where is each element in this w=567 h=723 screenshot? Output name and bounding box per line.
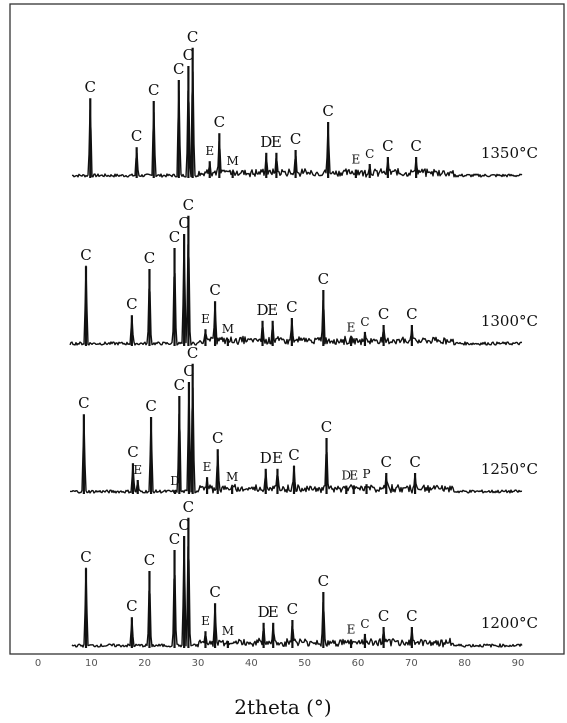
peak-label: E [347, 321, 356, 335]
peak-label: E [205, 144, 214, 158]
x-axis-title: 2theta (°) [234, 695, 331, 719]
peak-label: C [126, 597, 137, 615]
peak-label: D [257, 301, 269, 319]
peak-label: E [272, 449, 283, 467]
peak-label: C [209, 583, 220, 601]
series-label: 1350°C [481, 144, 538, 162]
x-tick-label: 80 [458, 658, 471, 669]
peak-label: C [378, 607, 389, 625]
peak-label: C [287, 600, 298, 618]
series-label: 1300°C [481, 312, 538, 330]
peak-label: E [133, 463, 142, 477]
peak-label: E [349, 469, 358, 483]
peak-label: C [409, 453, 420, 471]
peak-label: C [406, 305, 417, 323]
peak-label: M [222, 624, 234, 638]
peak-label: C [127, 443, 138, 461]
peak-label: C [214, 113, 225, 131]
peak-label: C [178, 516, 189, 534]
peak-label: C [406, 607, 417, 625]
peak-label: C [183, 498, 194, 516]
peak-label: C [145, 397, 156, 415]
peak-label: C [209, 281, 220, 299]
peak-label: C [144, 551, 155, 569]
peak-label: C [169, 228, 180, 246]
x-axis-ticks: 0 10 20 30 40 50 60 70 80 90 [35, 658, 525, 669]
x-tick-label: 50 [298, 658, 311, 669]
x-tick-label: 70 [405, 658, 418, 669]
peak-label: C [288, 446, 299, 464]
peak-label: C [126, 295, 137, 313]
peak-label: E [267, 301, 278, 319]
peak-label: C [80, 548, 91, 566]
peak-label: C [183, 46, 194, 64]
pattern-trace-0 [71, 71, 523, 178]
peak-label: C [382, 137, 393, 155]
peak-label: M [222, 322, 234, 336]
x-tick-label: 60 [352, 658, 365, 669]
peak-label: E [347, 623, 356, 637]
peak-label: C [365, 147, 374, 161]
peak-label: C [286, 298, 297, 316]
peak-label: C [148, 81, 159, 99]
peak-label: C [187, 344, 198, 362]
peak-label: E [271, 133, 282, 151]
peak-label: C [183, 196, 194, 214]
x-tick-label: 10 [85, 658, 98, 669]
peak-label: C [360, 617, 369, 631]
peak-label: C [378, 305, 389, 323]
x-tick-label: 30 [192, 658, 205, 669]
x-tick-label: 90 [512, 658, 525, 669]
peak-label: C [178, 214, 189, 232]
peak-label: C [321, 418, 332, 436]
peak-label: C [360, 315, 369, 329]
peak-label: C [187, 28, 198, 46]
peak-label: M [227, 154, 239, 168]
peak-label: C [322, 102, 333, 120]
peak-label: C [169, 530, 180, 548]
peak-label: C [131, 127, 142, 145]
series-label: 1250°C [481, 460, 538, 478]
x-tick-label: 0 [35, 658, 41, 669]
peak-label: C [78, 394, 89, 412]
peak-label: C [318, 270, 329, 288]
peak-label: C [318, 572, 329, 590]
peak-label: P [362, 467, 370, 481]
peak-label: C [85, 78, 96, 96]
peak-label: D [260, 449, 272, 467]
peak-label: D [260, 133, 272, 151]
peak-label: C [410, 137, 421, 155]
peak-label: C [144, 249, 155, 267]
peak-label: C [183, 362, 194, 380]
peak-label: D [258, 603, 270, 621]
peak-label: C [212, 429, 223, 447]
pattern-trace-3 [71, 543, 523, 648]
x-tick-label: 20 [138, 658, 151, 669]
plot-frame [9, 3, 565, 655]
pattern-trace-1 [69, 241, 523, 346]
x-tick-label: 40 [245, 658, 258, 669]
pattern-trace-2 [70, 385, 523, 494]
peak-label: D [170, 474, 180, 488]
peak-label: E [268, 603, 279, 621]
peak-label: E [201, 312, 210, 326]
peak-label: E [203, 460, 212, 474]
peak-label: E [351, 153, 360, 167]
peak-label: E [201, 614, 210, 628]
peak-label: C [290, 130, 301, 148]
peak-label: C [80, 246, 91, 264]
peak-label: C [381, 453, 392, 471]
peak-label: M [226, 470, 238, 484]
series-label: 1200°C [481, 614, 538, 632]
peak-label: D [341, 469, 351, 483]
peak-label: C [173, 60, 184, 78]
peak-label: C [174, 376, 185, 394]
